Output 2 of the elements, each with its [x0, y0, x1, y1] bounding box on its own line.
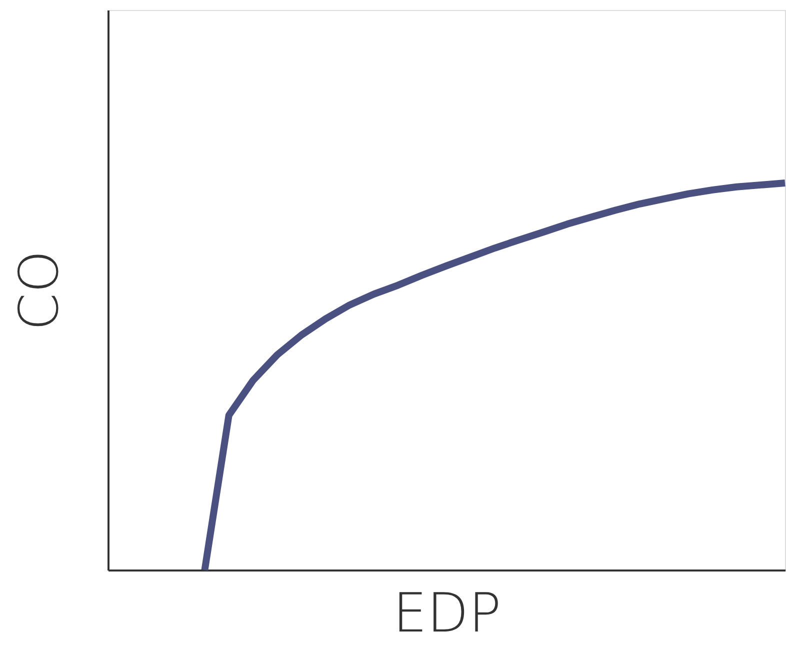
y-axis-title: CO [8, 250, 70, 331]
x-axis-title: EDP [392, 582, 502, 644]
